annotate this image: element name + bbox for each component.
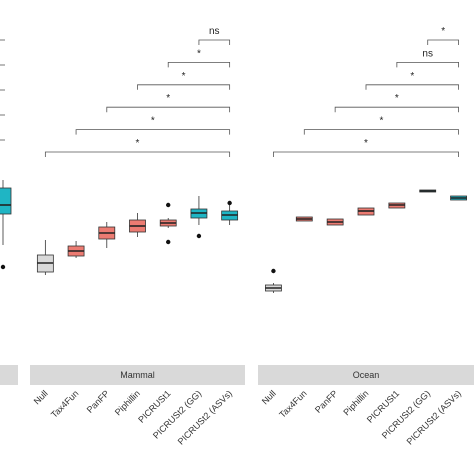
- strip-label: Mammal: [120, 370, 155, 380]
- significance-label: *: [197, 48, 201, 59]
- outlier: [271, 268, 276, 274]
- significance-label: *: [395, 93, 399, 104]
- x-tick-label: Null: [32, 388, 50, 406]
- significance-bracket: [44, 151, 231, 157]
- outlier: [0, 264, 6, 270]
- x-tick-label: PICRUSt2 (ASVs): [176, 388, 234, 446]
- facet-strip: [258, 365, 474, 385]
- significance-label: *: [379, 116, 383, 127]
- significance-bracket: [303, 129, 459, 135]
- significance-bracket: [198, 39, 231, 45]
- significance-label: *: [441, 26, 445, 37]
- significance-bracket: [106, 106, 231, 113]
- outlier: [227, 200, 232, 206]
- x-tick-label: Null: [260, 388, 278, 406]
- facet-strip: [0, 365, 18, 385]
- significance-label: *: [364, 138, 368, 149]
- outlier: [196, 233, 202, 239]
- significance-bracket: [427, 39, 459, 45]
- cropped-brackets: [0, 39, 5, 141]
- facet-strip: [30, 365, 245, 385]
- x-tick-label: Piphillin: [341, 388, 370, 417]
- box: [0, 187, 12, 215]
- x-tick-label: PanFP: [85, 388, 112, 415]
- significance-label: *: [182, 71, 186, 82]
- outlier: [166, 202, 171, 208]
- significance-bracket: [334, 106, 459, 113]
- significance-label: ns: [422, 48, 433, 59]
- x-tick-label: Piphillin: [113, 388, 142, 417]
- significance-bracket: [396, 62, 459, 68]
- significance-bracket: [167, 62, 231, 68]
- x-tick-label: Tax4Fun: [49, 388, 80, 419]
- significance-label: ns: [209, 26, 220, 37]
- significance-bracket: [273, 151, 459, 157]
- significance-label: *: [136, 138, 140, 149]
- strip-label: Ocean: [353, 370, 380, 380]
- x-tick-label: PICRUSt2 (ASVs): [405, 388, 463, 446]
- significance-bracket: [75, 129, 231, 135]
- significance-bracket: [137, 84, 231, 90]
- x-tick-label: Tax4Fun: [277, 388, 308, 419]
- significance-label: *: [410, 71, 414, 82]
- outlier: [166, 239, 171, 245]
- significance-bracket: [365, 84, 459, 90]
- x-tick-label: PanFP: [313, 388, 340, 415]
- significance-label: *: [166, 93, 170, 104]
- significance-label: *: [151, 116, 155, 127]
